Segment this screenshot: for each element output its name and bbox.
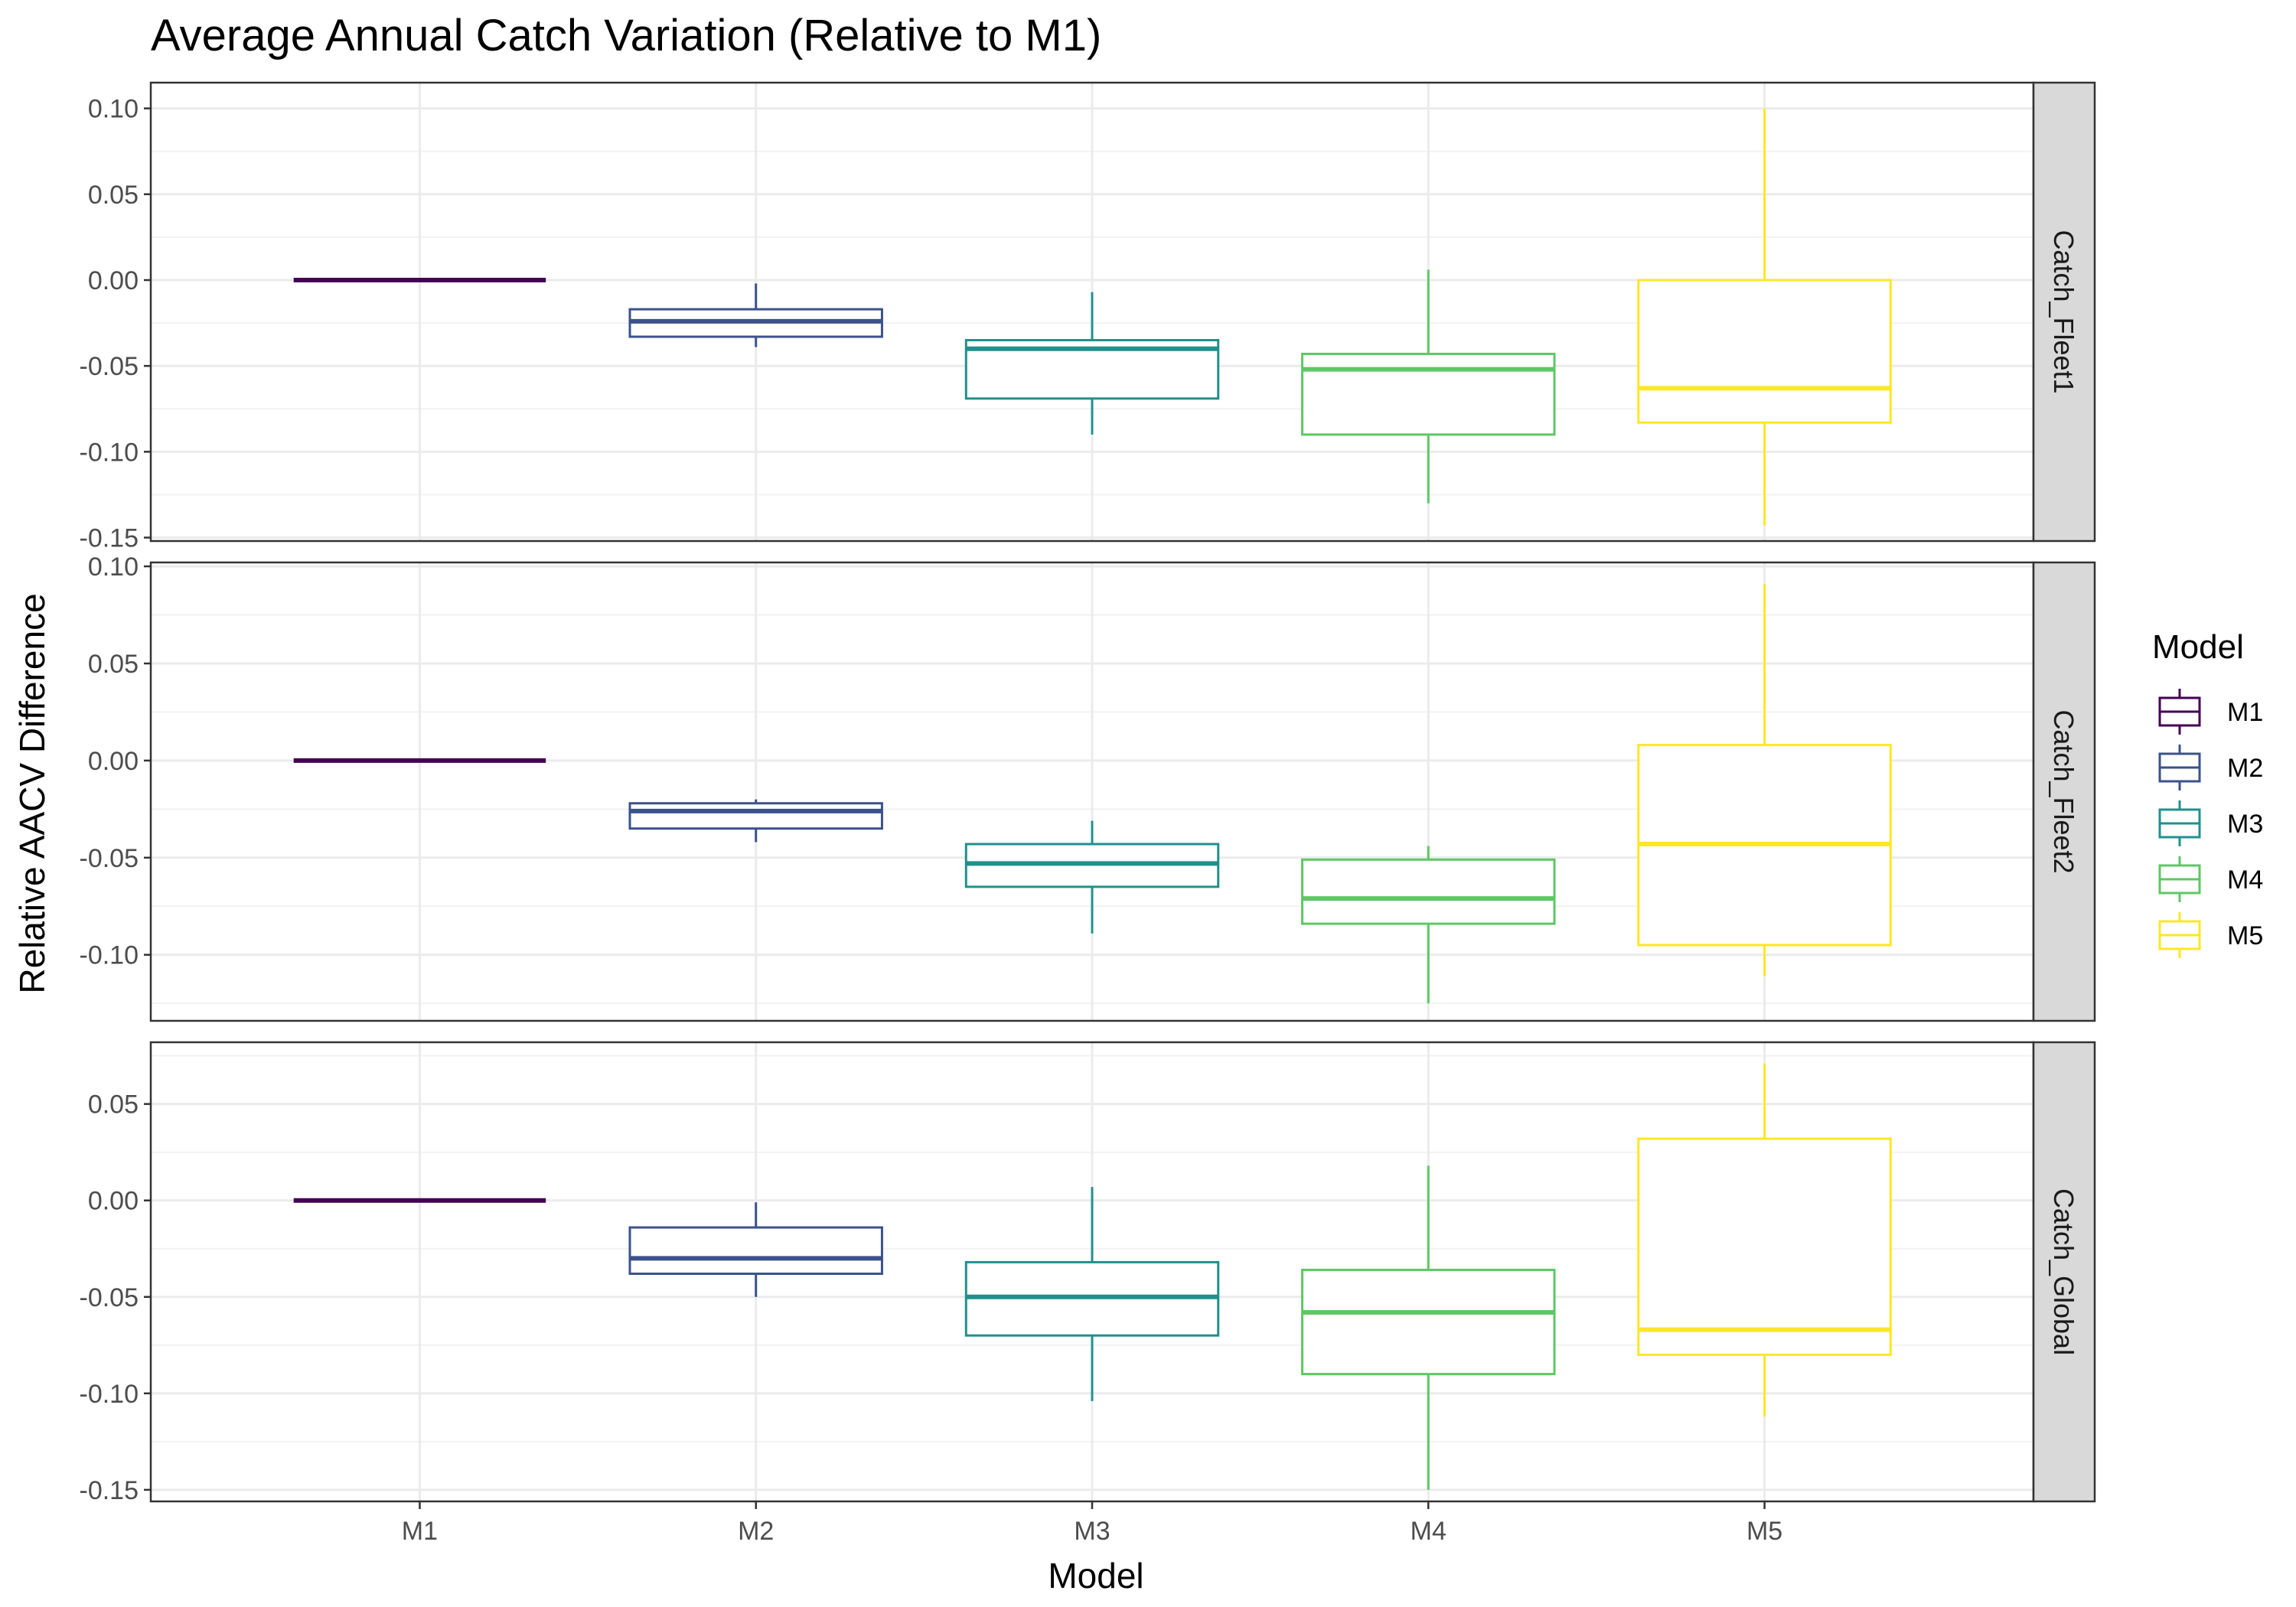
y-tick-label: 0.00 xyxy=(88,747,139,776)
box-body xyxy=(628,1226,883,1276)
legend-item-M2: M2 xyxy=(2158,745,2263,790)
box-M3 xyxy=(964,820,1220,934)
facet-strip xyxy=(2032,1041,2096,1503)
box-M3 xyxy=(964,292,1220,435)
box-M2 xyxy=(628,799,883,843)
legend: Model M1 M2 M3 M4 M5 xyxy=(2152,628,2263,958)
facet-strip-label: Catch_Fleet1 xyxy=(2048,230,2079,393)
y-tick-label: 0.05 xyxy=(88,181,139,210)
y-tick-label: -0.05 xyxy=(80,844,139,873)
legend-label: M2 xyxy=(2227,754,2263,783)
facet-strip-label: Catch_Global xyxy=(2048,1188,2079,1355)
legend-item-M4: M4 xyxy=(2158,856,2263,902)
facet-strip-label: Catch_Fleet2 xyxy=(2048,709,2079,873)
box-M5 xyxy=(1637,108,1892,526)
y-tick-label: -0.10 xyxy=(80,438,139,467)
y-tick-label: 0.05 xyxy=(88,1090,139,1120)
box-M5 xyxy=(1637,583,1892,976)
box-M4 xyxy=(1301,846,1556,1004)
y-tick-label: -0.05 xyxy=(80,352,139,381)
y-tick-label: 0.00 xyxy=(88,1187,139,1216)
legend-label: M5 xyxy=(2227,921,2263,950)
box-body xyxy=(1637,1137,1892,1356)
box-M4 xyxy=(1301,269,1556,504)
box-M2 xyxy=(628,283,883,347)
facet-panel-Catch_Global: 0.05 0.00 -0.05 -0.10 -0.15 Catch_Global xyxy=(80,1041,2096,1505)
y-tick-label: -0.15 xyxy=(80,1476,139,1505)
y-tick-label: -0.10 xyxy=(80,1380,139,1409)
y-tick-label: -0.10 xyxy=(80,941,139,970)
x-axis-ticks: M1 M2 M3 M4 M5 xyxy=(402,1501,1782,1546)
x-tick-label: M2 xyxy=(738,1517,774,1546)
box-body xyxy=(628,802,883,830)
facet-panel-Catch_Fleet2: 0.10 0.05 0.00 -0.05 -0.10 Catch_Fleet2 xyxy=(80,553,2096,1022)
facet-panel-Catch_Fleet1: 0.10 0.05 0.00 -0.05 -0.10 -0.15 Catch_Fleet1 xyxy=(80,81,2096,553)
legend-label: M4 xyxy=(2227,865,2263,895)
box-M4 xyxy=(1301,1165,1556,1490)
x-tick-label: M4 xyxy=(1411,1517,1446,1546)
y-tick-label: 0.00 xyxy=(88,266,139,295)
box-body xyxy=(1301,352,1556,436)
box-body xyxy=(1301,858,1556,925)
x-tick-label: M1 xyxy=(402,1517,438,1546)
chart-title: Average Annual Catch Variation (Relative… xyxy=(151,11,1101,60)
x-axis-title: Model xyxy=(1048,1556,1143,1596)
x-tick-label: M3 xyxy=(1074,1517,1110,1546)
y-tick-label: -0.15 xyxy=(80,524,139,553)
facet-strip xyxy=(2032,561,2096,1022)
y-tick-label: 0.10 xyxy=(88,553,139,582)
box-M5 xyxy=(1637,1063,1892,1417)
legend-label: M3 xyxy=(2227,810,2263,839)
y-tick-label: 0.10 xyxy=(88,95,139,124)
legend-title: Model xyxy=(2152,628,2244,666)
box-M2 xyxy=(628,1202,883,1297)
y-tick-label: -0.05 xyxy=(80,1283,139,1312)
legend-item-M1: M1 xyxy=(2158,689,2263,735)
legend-item-M3: M3 xyxy=(2158,800,2263,846)
y-axis-title: Relative AACV Difference xyxy=(12,593,52,993)
facet-panels: 0.100.050.00-0.05-0.10-0.15Catch_Fleet10… xyxy=(80,81,2096,1505)
legend-item-M5: M5 xyxy=(2158,912,2263,958)
box-body xyxy=(1301,1268,1556,1376)
x-tick-label: M5 xyxy=(1746,1517,1782,1546)
y-tick-label: 0.05 xyxy=(88,650,139,679)
facet-strip xyxy=(2032,81,2096,543)
box-body xyxy=(1637,279,1892,424)
box-M3 xyxy=(964,1187,1220,1401)
legend-label: M1 xyxy=(2227,698,2263,727)
